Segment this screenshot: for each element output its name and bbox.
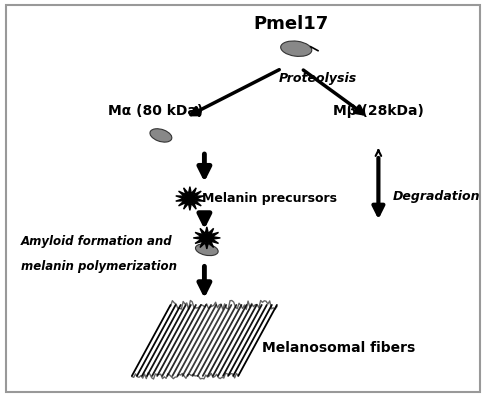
FancyArrowPatch shape xyxy=(191,69,280,115)
Ellipse shape xyxy=(280,41,312,56)
FancyArrowPatch shape xyxy=(199,154,210,177)
Polygon shape xyxy=(194,227,220,249)
Text: melanin polymerization: melanin polymerization xyxy=(20,260,176,273)
Text: Amyloid formation and: Amyloid formation and xyxy=(20,235,172,248)
FancyArrowPatch shape xyxy=(199,213,210,224)
FancyArrowPatch shape xyxy=(199,266,210,293)
Ellipse shape xyxy=(150,129,172,142)
Text: Mα (80 kDa): Mα (80 kDa) xyxy=(108,104,204,118)
Text: Mβ (28kDa): Mβ (28kDa) xyxy=(333,104,424,118)
Polygon shape xyxy=(176,187,204,210)
Text: Proteolysis: Proteolysis xyxy=(279,72,357,85)
FancyArrowPatch shape xyxy=(374,158,384,215)
Ellipse shape xyxy=(196,244,218,256)
Text: Melanin precursors: Melanin precursors xyxy=(202,192,337,205)
Text: Degradation: Degradation xyxy=(393,190,480,203)
FancyArrowPatch shape xyxy=(304,70,364,114)
Text: Pmel17: Pmel17 xyxy=(254,15,329,33)
Text: Melanosomal fibers: Melanosomal fibers xyxy=(262,341,416,355)
